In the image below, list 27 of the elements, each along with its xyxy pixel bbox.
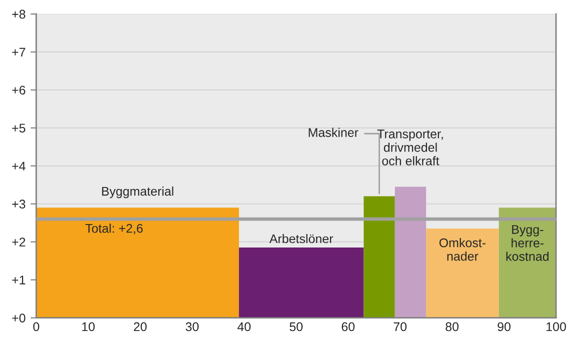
y-tick-label: +0 bbox=[12, 314, 26, 322]
y-tick-label: +7 bbox=[12, 48, 26, 57]
x-tick-label: 40 bbox=[237, 322, 251, 332]
x-tick-label: 50 bbox=[290, 322, 303, 332]
x-tick-label: 100 bbox=[546, 322, 566, 332]
y-tick-label: +3 bbox=[12, 200, 26, 209]
x-tick-label: 70 bbox=[394, 322, 407, 332]
x-tick-label: 80 bbox=[446, 322, 459, 332]
y-tick-label: +4 bbox=[12, 162, 26, 170]
annotation: Transporter, drivmedel och elkraft bbox=[377, 130, 443, 166]
annotation: Omkost- nader bbox=[439, 238, 486, 261]
x-tick-label: 90 bbox=[498, 322, 511, 332]
x-tick-label: 0 bbox=[33, 322, 40, 332]
annotation: Bygg- herre- kostnad bbox=[506, 225, 549, 261]
annotation: Maskiner bbox=[308, 128, 358, 137]
y-tick-label: +8 bbox=[12, 10, 26, 19]
y-tick-label: +5 bbox=[12, 124, 26, 133]
x-tick-label: 20 bbox=[134, 322, 147, 332]
ref-line-label: Total: +2,6 bbox=[85, 224, 143, 234]
annotation: Arbetslöner bbox=[269, 234, 334, 244]
y-tick-label: +2 bbox=[12, 238, 26, 246]
x-tick-label: 10 bbox=[82, 322, 95, 332]
x-tick-label: 60 bbox=[342, 322, 355, 332]
y-tick-label: +6 bbox=[12, 86, 26, 95]
y-tick-label: +1 bbox=[12, 276, 26, 284]
annotation: Byggmaterial bbox=[102, 186, 174, 198]
x-tick-label: 30 bbox=[186, 322, 199, 332]
